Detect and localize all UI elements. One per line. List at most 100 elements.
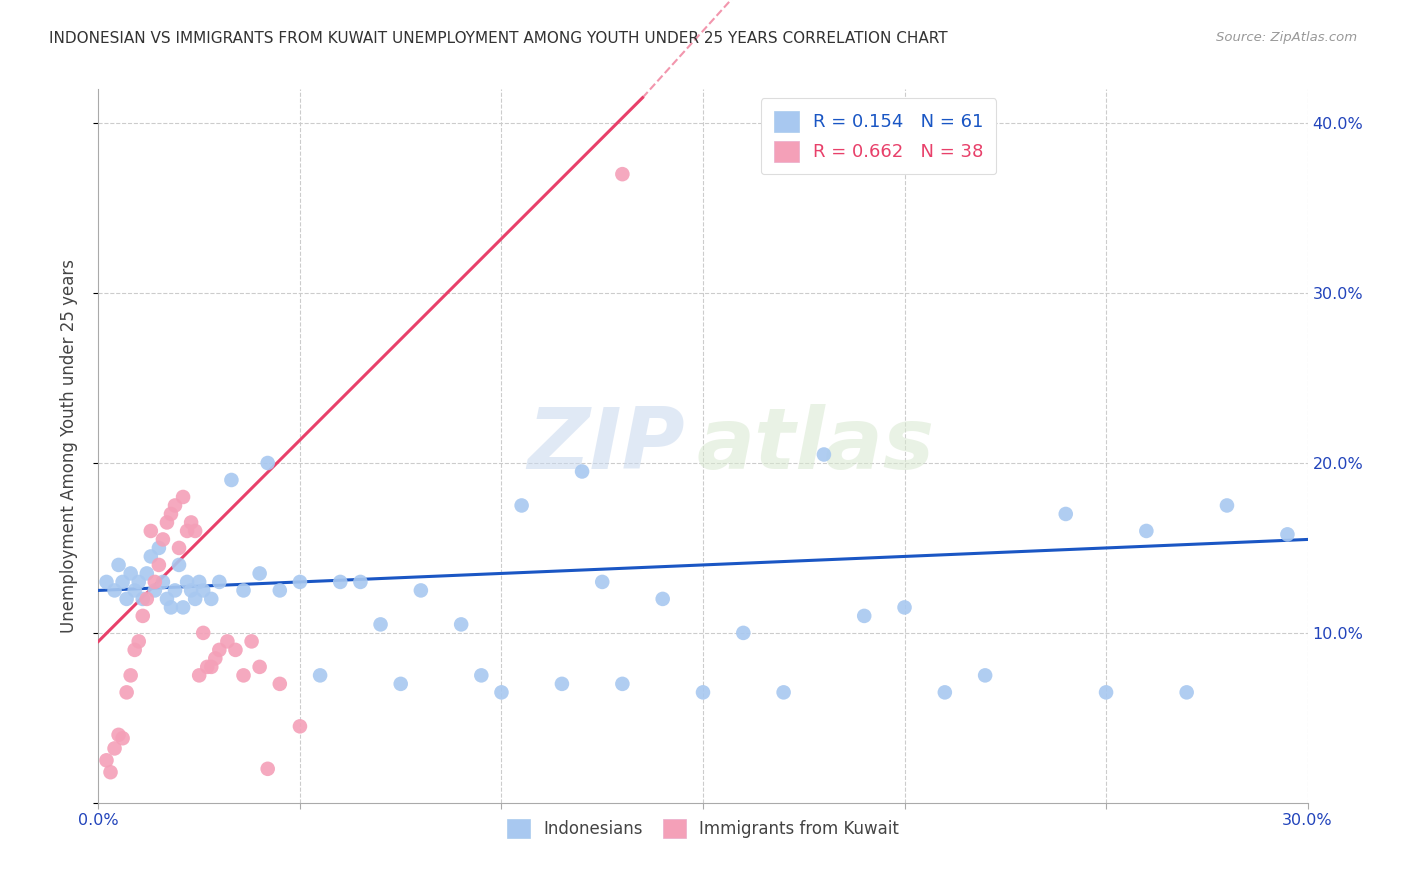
Point [176, 524, 198, 538]
Point [1054, 507, 1077, 521]
Point [163, 499, 186, 513]
Point [96, 574, 118, 589]
Point [612, 167, 634, 181]
Point [204, 651, 226, 665]
Point [176, 574, 198, 589]
Point [103, 583, 125, 598]
Point [409, 583, 432, 598]
Point [143, 574, 166, 589]
Point [232, 668, 254, 682]
Point [111, 574, 134, 589]
Point [934, 685, 956, 699]
Text: Source: ZipAtlas.com: Source: ZipAtlas.com [1216, 31, 1357, 45]
Point [249, 660, 271, 674]
Point [152, 533, 174, 547]
Point [256, 456, 278, 470]
Point [193, 626, 215, 640]
Point [160, 507, 183, 521]
Point [156, 591, 179, 606]
Point [256, 762, 278, 776]
Point [128, 574, 150, 589]
Point [143, 583, 166, 598]
Text: atlas: atlas [697, 404, 935, 488]
Point [974, 668, 997, 682]
Point [163, 583, 186, 598]
Point [120, 566, 142, 581]
Point [180, 516, 202, 530]
Point [692, 685, 714, 699]
Point [132, 608, 155, 623]
Point [208, 643, 231, 657]
Point [450, 617, 472, 632]
Point [733, 626, 755, 640]
Point [240, 634, 263, 648]
Point [491, 685, 513, 699]
Point [1175, 685, 1198, 699]
Point [180, 583, 202, 598]
Point [1135, 524, 1157, 538]
Point [107, 728, 129, 742]
Point [139, 524, 162, 538]
Point [156, 516, 179, 530]
Point [249, 566, 271, 581]
Point [389, 677, 412, 691]
Point [217, 634, 239, 648]
Point [188, 668, 211, 682]
Point [510, 499, 533, 513]
Point [132, 591, 155, 606]
Point [591, 574, 613, 589]
Point [269, 677, 291, 691]
Point [470, 668, 492, 682]
Point [167, 558, 190, 572]
Point [148, 541, 170, 555]
Point [288, 574, 311, 589]
Point [100, 765, 122, 780]
Point [115, 685, 138, 699]
Point [309, 668, 332, 682]
Point [1216, 499, 1239, 513]
Point [172, 600, 194, 615]
Point [167, 541, 190, 555]
Point [813, 448, 835, 462]
Point [103, 741, 125, 756]
Point [184, 591, 207, 606]
Legend: Indonesians, Immigrants from Kuwait: Indonesians, Immigrants from Kuwait [501, 812, 905, 845]
Point [853, 608, 876, 623]
Y-axis label: Unemployment Among Youth under 25 years: Unemployment Among Youth under 25 years [59, 259, 77, 633]
Point [221, 473, 243, 487]
Point [208, 574, 231, 589]
Point [172, 490, 194, 504]
Point [288, 719, 311, 733]
Point [200, 591, 222, 606]
Point [111, 731, 134, 746]
Point [152, 574, 174, 589]
Point [96, 753, 118, 767]
Point [612, 677, 634, 691]
Point [329, 574, 352, 589]
Text: INDONESIAN VS IMMIGRANTS FROM KUWAIT UNEMPLOYMENT AMONG YOUTH UNDER 25 YEARS COR: INDONESIAN VS IMMIGRANTS FROM KUWAIT UNE… [49, 31, 948, 46]
Point [571, 465, 593, 479]
Point [139, 549, 162, 564]
Point [184, 524, 207, 538]
Point [160, 600, 183, 615]
Text: ZIP: ZIP [527, 404, 685, 488]
Point [188, 574, 211, 589]
Point [135, 591, 157, 606]
Point [349, 574, 371, 589]
Point [107, 558, 129, 572]
Point [115, 591, 138, 606]
Point [269, 583, 291, 598]
Point [551, 677, 574, 691]
Point [651, 591, 673, 606]
Point [370, 617, 392, 632]
Point [893, 600, 915, 615]
Point [193, 583, 215, 598]
Point [124, 583, 146, 598]
Point [224, 643, 246, 657]
Point [128, 634, 150, 648]
Point [1095, 685, 1118, 699]
Point [772, 685, 794, 699]
Point [148, 558, 170, 572]
Point [124, 643, 146, 657]
Point [195, 660, 218, 674]
